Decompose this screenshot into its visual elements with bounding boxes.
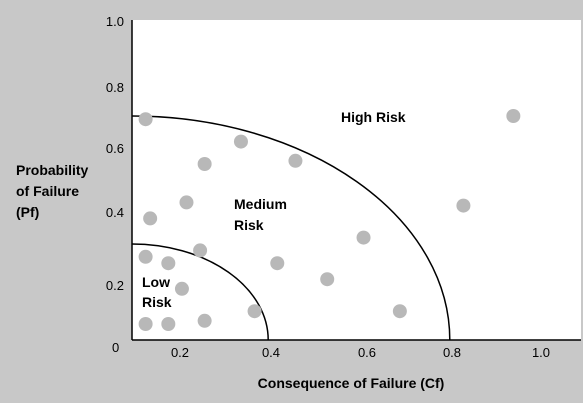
data-point (233, 134, 248, 149)
data-point (247, 304, 262, 319)
risk-boundary-arc (131, 243, 269, 341)
y-tick-label: 0.4 (106, 205, 124, 220)
data-point (356, 230, 371, 245)
data-point (143, 211, 158, 226)
x-tick-labels: 0.2 0.4 0.6 0.8 1.0 (171, 345, 550, 360)
data-point (193, 243, 208, 258)
x-tick-label: 0.2 (171, 345, 189, 360)
y-axis-title-line: (Pf) (16, 204, 39, 220)
data-point (138, 317, 153, 331)
y-tick-label: 1.0 (106, 14, 124, 29)
y-tick-label: 0.8 (106, 80, 124, 95)
y-axis-title-line: of Failure (16, 183, 79, 199)
origin-label: 0 (112, 340, 119, 355)
risk-boundary-arc (131, 115, 451, 341)
data-point (197, 157, 212, 171)
y-tick-label: 0.2 (106, 278, 124, 293)
plot-area (132, 20, 581, 340)
data-point (197, 313, 212, 328)
data-points (138, 109, 521, 331)
medium-risk-label: Medium Risk (234, 196, 287, 233)
data-point (456, 198, 471, 213)
low-risk-label: Low Risk (142, 274, 172, 310)
x-axis-title: Consequence of Failure (Cf) (258, 375, 445, 391)
data-point (506, 109, 521, 123)
data-point (270, 256, 285, 271)
region-label-line: Low (142, 274, 170, 290)
y-tick-labels: 1.0 0.8 0.6 0.4 0.2 (106, 14, 124, 293)
data-point (138, 112, 153, 127)
data-point (320, 272, 335, 287)
data-point (392, 304, 407, 319)
data-point (161, 317, 176, 331)
y-tick-label: 0.6 (106, 141, 124, 156)
x-tick-label: 0.4 (262, 345, 280, 360)
y-axis-title: Probability of Failure (Pf) (16, 162, 89, 220)
high-risk-label: High Risk (341, 109, 406, 125)
x-tick-label: 1.0 (532, 345, 550, 360)
x-tick-label: 0.6 (358, 345, 376, 360)
data-point (288, 153, 303, 168)
region-label-line: Medium (234, 196, 287, 212)
data-point (138, 249, 153, 264)
region-label-line: Risk (142, 294, 172, 310)
region-label-line: Risk (234, 217, 264, 233)
y-axis-title-line: Probability (16, 162, 89, 178)
data-point (174, 281, 189, 296)
data-point (179, 195, 194, 210)
data-point (161, 256, 176, 271)
risk-boundaries (131, 115, 451, 341)
x-tick-label: 0.8 (443, 345, 461, 360)
